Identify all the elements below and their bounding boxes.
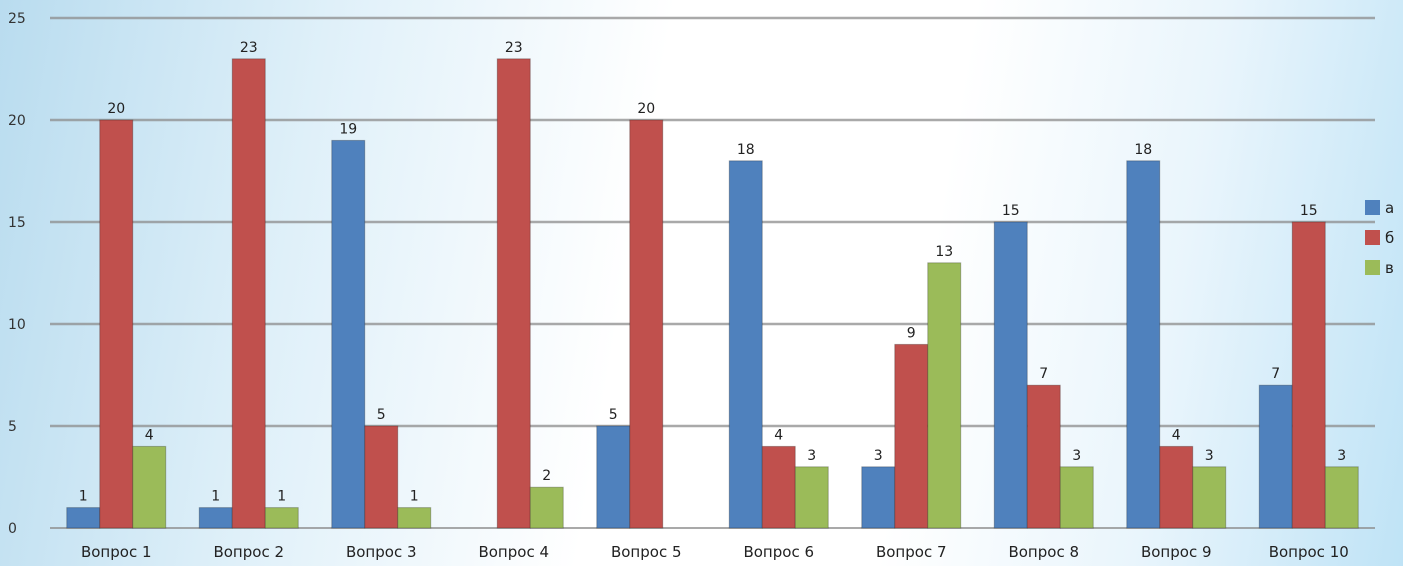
bar-а-8 [993,221,1028,529]
data-label: 3 [1337,448,1346,464]
data-label: 20 [637,101,655,117]
category-label: Вопрос 1 [81,543,152,561]
bar-б-5 [629,119,664,529]
data-label: 5 [609,407,618,423]
bar-б-6 [761,445,796,529]
legend-label: а [1385,199,1394,217]
category-label: Вопрос 4 [478,543,549,561]
bar-в-1 [132,445,167,529]
data-label: 20 [107,101,125,117]
legend-swatch-б [1365,230,1380,245]
bar-б-1 [99,119,134,529]
data-label: 4 [774,427,783,443]
bar-б-3 [364,425,399,529]
y-tick-label: 25 [8,11,26,27]
category-label: Вопрос 5 [611,543,682,561]
legend-label: в [1385,259,1394,277]
y-tick-label: 10 [8,317,26,333]
data-label: 5 [377,407,386,423]
data-label: 23 [240,40,258,56]
data-label: 1 [79,489,88,505]
category-label: Вопрос 7 [876,543,947,561]
bar-а-1 [66,507,101,529]
data-label: 4 [1172,427,1181,443]
bar-б-4 [496,58,531,529]
bar-а-3 [331,139,366,529]
y-tick-label: 5 [8,419,17,435]
bar-в-10 [1324,466,1359,529]
legend-swatch-в [1365,260,1380,275]
bar-а-7 [861,466,896,529]
data-label: 7 [1039,366,1048,382]
data-label: 15 [1300,203,1318,219]
y-tick-label: 20 [8,113,26,129]
data-label: 18 [1134,142,1152,158]
data-label: 13 [935,244,953,260]
data-label: 4 [145,427,154,443]
data-label: 2 [542,468,551,484]
data-label: 1 [211,489,220,505]
bar-в-6 [794,466,829,529]
category-label: Вопрос 8 [1008,543,1079,561]
bar-б-8 [1026,384,1061,529]
data-label: 15 [1002,203,1020,219]
data-label: 3 [1205,448,1214,464]
bar-а-2 [198,507,233,529]
bar-б-10 [1291,221,1326,529]
x-axis-categories: Вопрос 1 Вопрос 2 Вопрос 3 Вопрос 4 Вопрос 5… [81,543,1349,561]
bar-в-8 [1059,466,1094,529]
bar-б-7 [894,343,929,529]
data-label: 1 [277,489,286,505]
legend-swatch-а [1365,200,1380,215]
data-label: 3 [807,448,816,464]
y-tick-label: 15 [8,215,26,231]
data-label: 3 [1072,448,1081,464]
category-label: Вопрос 3 [346,543,417,561]
category-label: Вопрос 2 [213,543,284,561]
data-labels: 1 20 4 1 23 1 19 5 1 23 2 5 20 18 4 3 3 9 13 15 7 3 18 4 3 7 15 3 [79,40,1346,505]
bar-в-7 [927,262,962,529]
bar-а-10 [1258,384,1293,529]
bar-а-9 [1126,160,1161,529]
data-label: 9 [907,325,916,341]
bar-б-2 [231,58,266,529]
data-label: 3 [874,448,883,464]
y-axis-ticks: 0 5 10 15 20 25 [8,11,26,537]
category-label: Вопрос 6 [743,543,814,561]
bar-а-6 [728,160,763,529]
category-label: Вопрос 9 [1141,543,1212,561]
legend: абв [1365,199,1394,277]
data-label: 18 [737,142,755,158]
category-label: Вопрос 10 [1269,543,1349,561]
data-label: 7 [1271,366,1280,382]
bar-в-2 [264,507,299,529]
y-tick-label: 0 [8,521,17,537]
bar-б-9 [1159,445,1194,529]
bar-а-5 [596,425,631,529]
legend-label: б [1385,229,1394,247]
bars [66,58,1359,529]
data-label: 19 [339,121,357,137]
data-label: 1 [410,489,419,505]
bar-в-4 [529,486,564,529]
bar-в-3 [397,507,432,529]
bar-в-9 [1192,466,1227,529]
data-label: 23 [505,40,523,56]
